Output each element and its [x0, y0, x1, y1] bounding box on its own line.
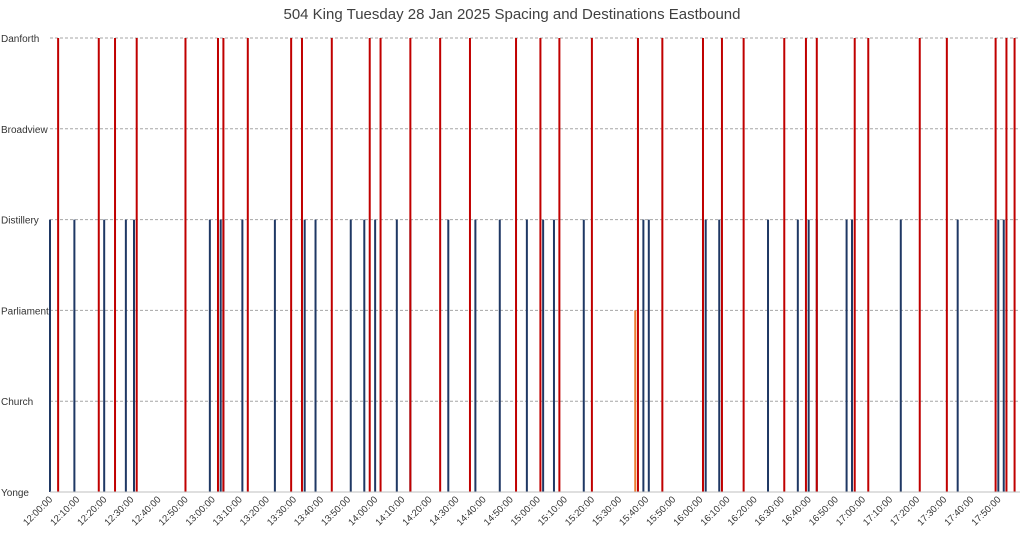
y-tick-label: Distillery	[1, 216, 39, 227]
y-tick-label: Church	[1, 397, 33, 408]
y-tick-label: Danforth	[1, 34, 39, 45]
y-axis-labels: Yonge Church Parliament Distillery Broadview…	[1, 34, 49, 499]
chart-title: 504 King Tuesday 28 Jan 2025 Spacing and…	[283, 6, 741, 23]
y-tick-label: Broadview	[1, 125, 48, 136]
x-axis-labels: 12:00:0012:10:0012:20:0012:30:0012:40:00…	[21, 494, 1003, 528]
x-tick-label: 17:50:00	[970, 494, 1004, 528]
y-tick-label: Parliament	[1, 306, 49, 317]
trip-bars	[49, 38, 1016, 492]
gridlines	[50, 37, 1020, 402]
y-tick-label: Yonge	[1, 488, 29, 499]
